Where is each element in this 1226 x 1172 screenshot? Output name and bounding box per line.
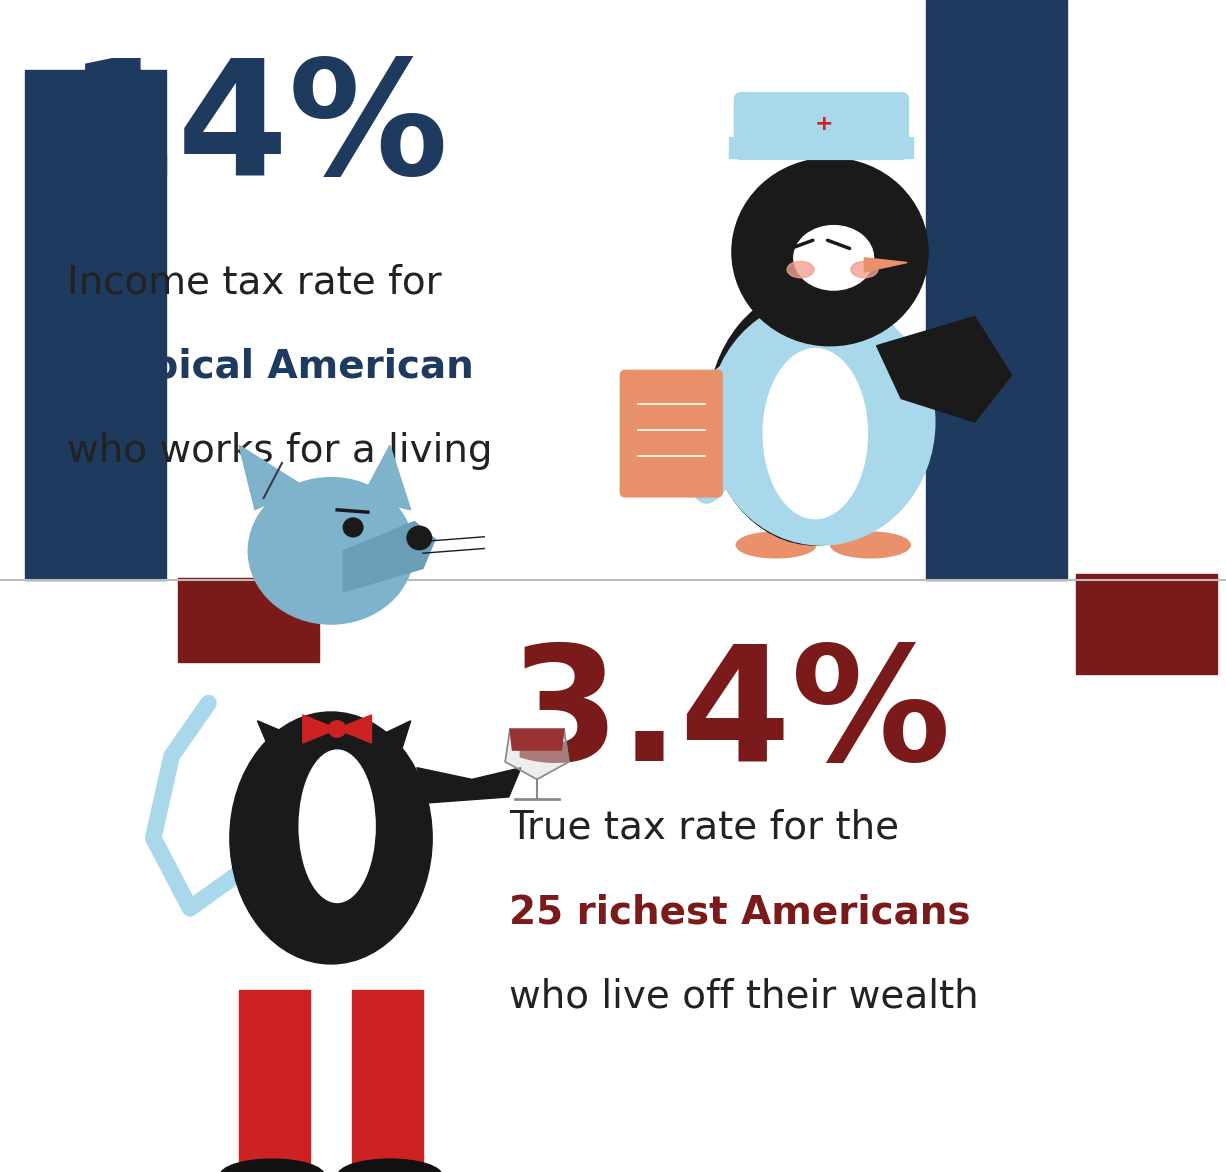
Ellipse shape bbox=[707, 287, 922, 545]
Circle shape bbox=[329, 721, 346, 737]
Text: a typical American: a typical American bbox=[67, 348, 474, 386]
Polygon shape bbox=[343, 522, 435, 592]
Ellipse shape bbox=[851, 261, 878, 278]
Ellipse shape bbox=[230, 711, 432, 963]
Ellipse shape bbox=[830, 532, 910, 558]
Ellipse shape bbox=[221, 1159, 324, 1172]
Bar bbox=[729, 137, 913, 158]
Polygon shape bbox=[864, 258, 907, 272]
Ellipse shape bbox=[763, 349, 867, 518]
Ellipse shape bbox=[337, 1159, 441, 1172]
Polygon shape bbox=[362, 445, 411, 510]
Text: who live off their wealth: who live off their wealth bbox=[509, 977, 978, 1015]
Ellipse shape bbox=[794, 225, 873, 289]
Polygon shape bbox=[510, 729, 564, 750]
FancyBboxPatch shape bbox=[620, 370, 722, 497]
Ellipse shape bbox=[736, 532, 817, 558]
Bar bbox=[352, 990, 423, 1172]
Polygon shape bbox=[337, 715, 371, 743]
Ellipse shape bbox=[688, 364, 747, 503]
FancyBboxPatch shape bbox=[734, 93, 908, 159]
Text: 14%: 14% bbox=[67, 53, 450, 207]
Bar bbox=[25, 70, 166, 580]
Polygon shape bbox=[362, 721, 411, 779]
Ellipse shape bbox=[787, 261, 814, 278]
Polygon shape bbox=[417, 768, 521, 803]
Circle shape bbox=[407, 526, 432, 550]
Text: True tax rate for the: True tax rate for the bbox=[509, 809, 899, 846]
Text: 3.4%: 3.4% bbox=[509, 639, 951, 793]
Circle shape bbox=[732, 158, 928, 346]
Ellipse shape bbox=[248, 478, 414, 624]
Circle shape bbox=[343, 518, 363, 537]
Polygon shape bbox=[257, 721, 313, 779]
Polygon shape bbox=[303, 715, 337, 743]
Text: 25 richest Americans: 25 richest Americans bbox=[509, 893, 970, 931]
Polygon shape bbox=[505, 729, 569, 779]
Text: who works for a living: who works for a living bbox=[67, 432, 493, 470]
Polygon shape bbox=[877, 316, 1011, 422]
Bar bbox=[178, 578, 319, 662]
Bar bbox=[926, 0, 1067, 580]
Bar bbox=[1076, 574, 1217, 674]
Ellipse shape bbox=[707, 299, 934, 545]
Bar bbox=[239, 990, 310, 1172]
Text: Income tax rate for: Income tax rate for bbox=[67, 264, 443, 301]
Polygon shape bbox=[239, 445, 304, 510]
Ellipse shape bbox=[299, 750, 375, 902]
Text: +: + bbox=[814, 114, 834, 135]
